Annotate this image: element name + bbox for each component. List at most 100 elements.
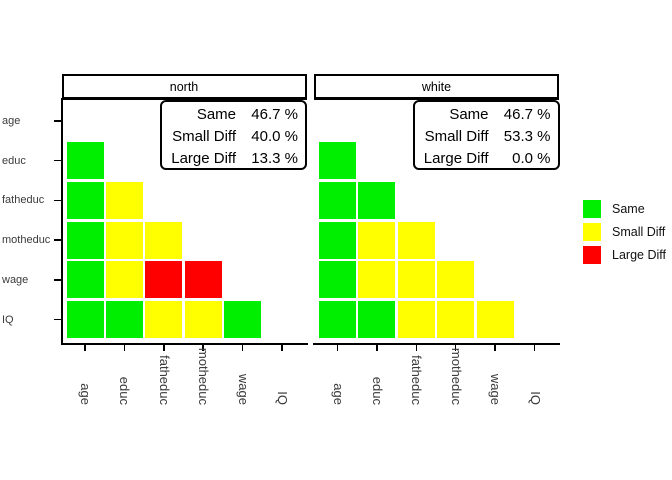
cell-white-fatheduc-age (319, 181, 356, 219)
legend-swatch-icon (583, 200, 601, 218)
facet-header-north: north (61, 74, 307, 100)
x-tick-north-IQ (281, 345, 283, 351)
x-axis-line-white (313, 343, 560, 345)
stats-label: Same (449, 106, 489, 123)
y-tick-wage (53, 279, 61, 281)
facet-title: north (169, 79, 199, 94)
x-tick-north-fatheduc (163, 345, 165, 351)
x-axis-line-north (60, 343, 308, 345)
cell-north-IQ-age (66, 301, 104, 338)
cell-white-educ-age (319, 142, 356, 180)
x-axis-label-north-educ: educ (117, 376, 133, 405)
cell-north-motheduc-age (66, 221, 104, 259)
x-axis-label-white-educ: educ (369, 376, 385, 405)
y-axis-label-fatheduc: fatheduc (2, 194, 45, 207)
y-axis-label-wage: wage (2, 273, 29, 286)
y-axis-label-educ: educ (2, 154, 26, 167)
y-tick-motheduc (53, 239, 61, 241)
x-axis-label-north-IQ: IQ (275, 391, 290, 405)
stats-box-white: Same 46.7 % Small Diff 53.3 % Large Diff 0.0 … (412, 100, 560, 170)
legend-label: Same (612, 202, 645, 216)
cell-white-IQ-fatheduc (397, 301, 435, 338)
cell-white-motheduc-fatheduc (397, 221, 435, 259)
stats-label: Small Diff (424, 128, 489, 145)
cell-north-wage-motheduc (184, 261, 222, 299)
stats-label: Large Diff (171, 150, 236, 167)
cell-white-wage-age (319, 261, 356, 299)
y-axis-label-IQ: IQ (2, 313, 14, 326)
x-tick-white-wage (494, 345, 496, 351)
stats-row-white: Same 46.7 % (422, 104, 551, 126)
cell-north-motheduc-educ (105, 221, 143, 259)
facet-header-white: white (314, 74, 559, 100)
stats-row-white: Large Diff 0.0 % (422, 148, 551, 170)
stats-label: Small Diff (172, 128, 236, 145)
cell-white-wage-fatheduc (397, 261, 435, 299)
stats-value: 0.0 % (512, 150, 551, 167)
legend-swatch-icon (583, 246, 601, 264)
cell-white-wage-motheduc (437, 261, 475, 299)
cell-white-IQ-age (319, 301, 356, 338)
cell-north-IQ-motheduc (184, 301, 222, 338)
legend-label: Small Diff (612, 225, 666, 239)
cell-north-IQ-wage (224, 301, 262, 338)
stats-row-white: Small Diff 53.3 % (422, 126, 551, 148)
facet-title: white (421, 79, 452, 94)
stats-label: Large Diff (423, 150, 489, 167)
x-tick-north-wage (241, 345, 244, 351)
x-tick-white-age (336, 345, 339, 351)
cell-white-IQ-educ (358, 301, 396, 338)
cell-north-motheduc-fatheduc (145, 221, 183, 259)
x-tick-white-educ (376, 345, 378, 351)
legend-item-large-diff: Large Diff (583, 246, 666, 264)
cell-white-IQ-motheduc (437, 301, 475, 338)
stats-value: 46.7 % (251, 106, 298, 123)
legend: Same Small Diff Large Diff (583, 200, 666, 269)
legend-swatch-icon (583, 223, 601, 241)
cell-north-fatheduc-age (66, 181, 104, 219)
stats-row-north: Small Diff 40.0 % (169, 126, 298, 148)
y-axis-label-age: age (2, 115, 21, 127)
x-axis-label-north-motheduc: motheduc (196, 347, 212, 405)
stats-row-north: Large Diff 13.3 % (169, 148, 298, 170)
x-tick-white-fatheduc (415, 345, 418, 351)
x-axis-label-north-age: age (78, 383, 93, 405)
x-axis-label-white-IQ: IQ (527, 391, 543, 405)
legend-item-small-diff: Small Diff (583, 223, 666, 241)
stats-value: 13.3 % (251, 150, 298, 167)
y-axis-label-motheduc: motheduc (2, 234, 51, 247)
x-axis-label-north-wage: wage (235, 373, 251, 405)
stats-value: 53.3 % (503, 128, 551, 145)
x-axis-label-white-fatheduc: fatheduc (409, 355, 425, 405)
cell-north-educ-age (66, 142, 104, 180)
cell-north-IQ-fatheduc (145, 301, 183, 338)
stats-label: Same (196, 106, 236, 123)
cell-white-fatheduc-educ (358, 181, 396, 219)
cell-north-fatheduc-educ (105, 181, 143, 219)
stats-value: 46.7 % (503, 106, 551, 123)
x-tick-white-motheduc (454, 345, 457, 351)
y-axis-line (60, 98, 63, 345)
cell-north-wage-fatheduc (145, 261, 183, 299)
stats-box-north: Same 46.7 % Small Diff 40.0 % Large Diff 13.3… (160, 100, 307, 170)
cell-north-wage-age (66, 261, 104, 299)
cell-white-motheduc-educ (358, 221, 396, 259)
y-tick-age (53, 120, 61, 122)
cell-white-wage-educ (358, 261, 396, 299)
cell-north-wage-educ (105, 261, 143, 299)
x-axis-label-white-motheduc: motheduc (448, 347, 464, 405)
y-tick-fatheduc (53, 199, 61, 202)
x-tick-north-motheduc (202, 345, 204, 351)
cell-north-IQ-educ (105, 301, 143, 338)
stats-value: 40.0 % (251, 128, 298, 145)
x-tick-north-educ (123, 345, 126, 351)
stats-row-north: Same 46.7 % (169, 104, 298, 126)
cell-white-motheduc-age (319, 221, 356, 259)
x-tick-north-age (84, 345, 86, 351)
cell-white-IQ-wage (476, 301, 514, 338)
x-axis-label-north-fatheduc: fatheduc (156, 355, 172, 405)
x-axis-label-white-age: age (330, 383, 346, 405)
legend-label: Large Diff (612, 248, 666, 262)
y-tick-IQ (53, 318, 61, 321)
